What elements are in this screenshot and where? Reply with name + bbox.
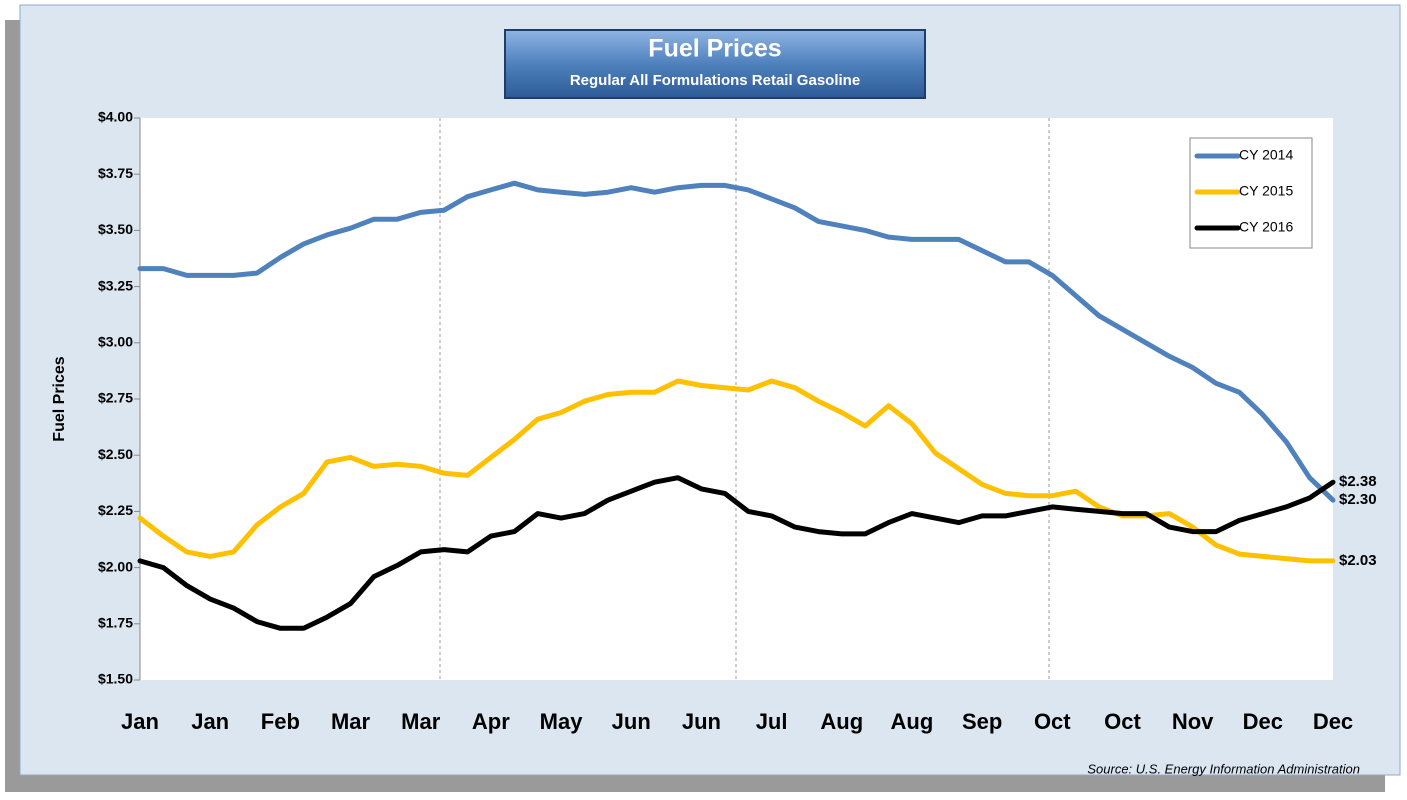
x-tick-label: Mar [401, 709, 441, 734]
y-tick-label: $3.50 [98, 221, 133, 237]
x-tick-label: Sep [962, 709, 1002, 734]
source: Source: U.S. Energy Information Administ… [1087, 761, 1360, 776]
y-tick-label: $2.00 [98, 558, 133, 574]
x-tick-label: Oct [1104, 709, 1141, 734]
line [137, 475, 1336, 631]
line [137, 180, 1336, 503]
data-label: $2.03 [1339, 552, 1377, 569]
legend-label: CY 2014 [1239, 147, 1293, 163]
y-tick-label: $2.25 [98, 502, 133, 518]
title-box [504, 29, 926, 99]
legend-label: CY 2015 [1239, 183, 1293, 199]
x-tick-label: Jan [191, 709, 229, 734]
x-tick-label: Apr [472, 709, 510, 734]
y-axis-label: Fuel Prices [51, 356, 68, 441]
x-tick-label: Jun [612, 709, 651, 734]
x-tick-label: Aug [891, 709, 934, 734]
x-tick-label: Mar [331, 709, 371, 734]
y-tick-label: $4.00 [98, 109, 133, 125]
x-tick-label: Dec [1243, 709, 1283, 734]
x-tick-label: Jul [756, 709, 788, 734]
x-tick-label: Aug [820, 709, 863, 734]
chart-title: Fuel Prices [648, 35, 781, 63]
x-tick-label: Oct [1034, 709, 1071, 734]
x-tick-label: Feb [261, 709, 300, 734]
y-tick-label: $1.75 [98, 615, 133, 631]
y-tick-label: $3.00 [98, 334, 133, 350]
x-tick-label: Jun [682, 709, 721, 734]
y-tick-label: $2.75 [98, 390, 133, 406]
marks: $1.50 $1.75 $2.00 $2.25 $2.50 $2.75 $3.00 $3.25… [98, 109, 1377, 734]
y-tick-label: $3.25 [98, 277, 133, 293]
data-label: $2.30 [1339, 491, 1377, 508]
data-label: $2.38 [1339, 473, 1377, 490]
y-tick-label: $1.50 [98, 671, 133, 687]
x-tick-label: May [540, 709, 584, 734]
x-tick-label: Nov [1172, 709, 1214, 734]
legend-label: CY 2016 [1239, 219, 1293, 235]
chart-subtitle: Regular All Formulations Retail Gasoline [570, 72, 860, 89]
x-tick-label: Jan [121, 709, 159, 734]
x-tick-label: Dec [1313, 709, 1353, 734]
y-tick-label: $2.50 [98, 446, 133, 462]
y-tick-label: $3.75 [98, 165, 133, 181]
